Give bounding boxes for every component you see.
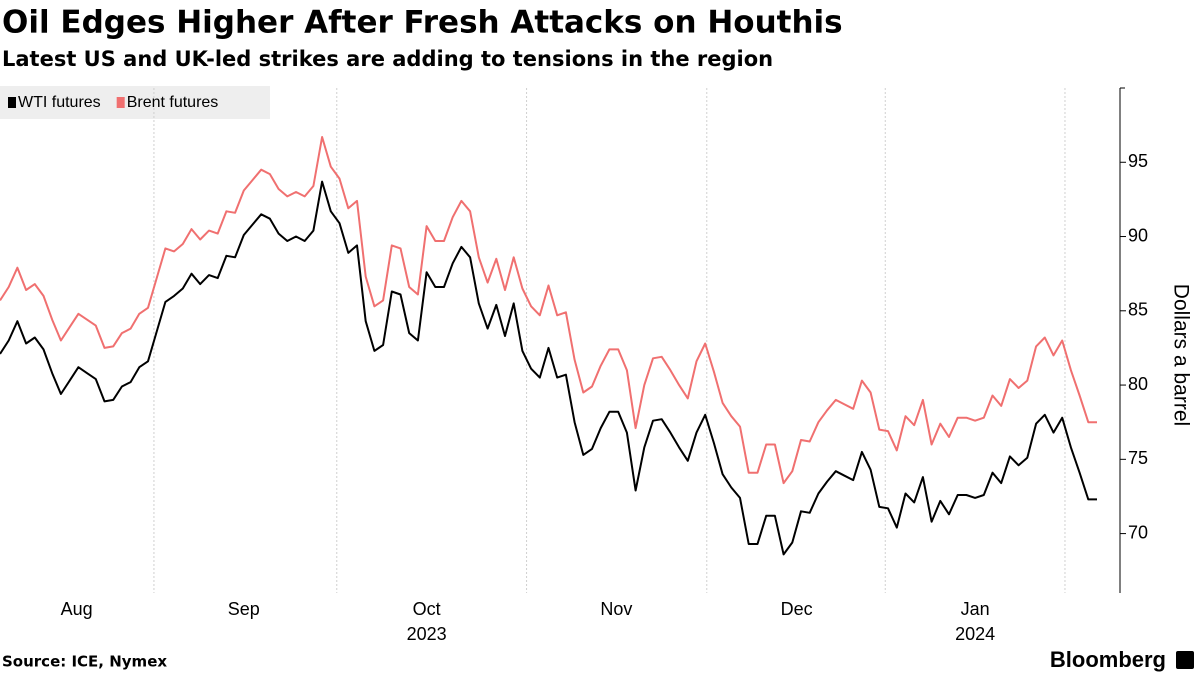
x-year-label: 2023: [407, 624, 447, 644]
legend-label: Brent futures: [127, 94, 219, 111]
y-axis-label: Dollars a barrel: [1169, 284, 1192, 426]
x-tick-label: Dec: [781, 599, 813, 619]
y-tick-label: 95: [1128, 151, 1148, 171]
chart-subtitle: Latest US and UK-led strikes are adding …: [2, 47, 773, 71]
series-line: [0, 136, 1097, 485]
legend-swatch: [116, 97, 125, 108]
y-tick-label: 75: [1128, 448, 1148, 468]
brand-icon: [1176, 651, 1194, 669]
y-tick-label: 70: [1128, 522, 1148, 542]
x-year-label: 2024: [955, 624, 995, 644]
chart-title: Oil Edges Higher After Fresh Attacks on …: [2, 5, 843, 41]
source-note: Source: ICE, Nymex: [2, 653, 167, 671]
y-tick-label: 85: [1128, 300, 1148, 320]
series-line: [0, 180, 1097, 556]
x-tick-label: Oct: [413, 599, 441, 619]
brand: Bloomberg: [1050, 647, 1166, 672]
x-tick-label: Aug: [61, 599, 93, 619]
x-tick-label: Nov: [600, 599, 632, 619]
x-tick-label: Sep: [228, 599, 260, 619]
y-tick-label: 90: [1128, 225, 1148, 245]
legend-box: [0, 86, 270, 119]
y-tick-label: 80: [1128, 374, 1148, 394]
legend-swatch: [8, 97, 16, 108]
x-tick-label: Jan: [961, 599, 990, 619]
legend-label: WTI futures: [18, 94, 101, 111]
